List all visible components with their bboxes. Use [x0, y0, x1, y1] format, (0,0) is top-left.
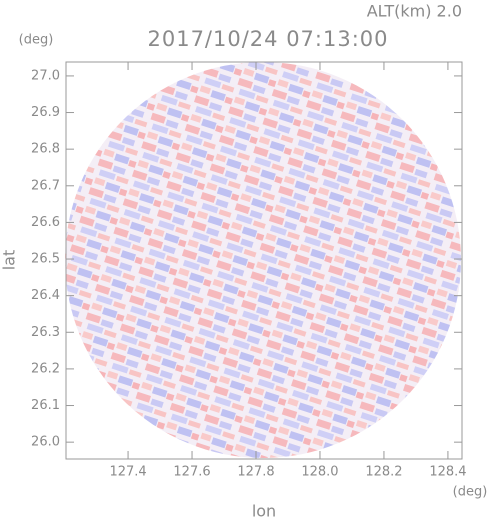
x-tick-label: 128.2	[365, 465, 402, 480]
y-tick-label: 26.2	[31, 361, 60, 376]
chart-title: 2017/10/24 07:13:00	[147, 27, 388, 51]
y-tick-label: 26.8	[31, 142, 60, 157]
y-tick-label: 26.5	[31, 252, 60, 267]
x-tick-label: 127.8	[237, 465, 274, 480]
radar-field	[65, 62, 461, 458]
y-tick-label: 26.1	[31, 398, 60, 413]
y-tick-label: 26.9	[31, 105, 60, 120]
y-tick-label: 26.3	[31, 325, 60, 340]
altitude-label: ALT(km) 2.0	[367, 2, 462, 21]
x-tick-label: 127.4	[109, 465, 146, 480]
y-axis-label: lat	[0, 250, 19, 271]
x-axis-label: lon	[252, 502, 276, 521]
x-unit: (deg)	[453, 485, 488, 500]
x-tick-label: 128.4	[429, 465, 466, 480]
y-tick-label: 26.0	[31, 435, 60, 450]
plot-frame	[65, 61, 463, 460]
y-tick-label: 26.6	[31, 215, 60, 230]
y-unit: (deg)	[19, 33, 54, 48]
y-tick-label: 26.4	[31, 288, 60, 303]
x-tick-label: 128.0	[301, 465, 338, 480]
x-tick-label: 127.6	[173, 465, 210, 480]
y-tick-label: 26.7	[31, 178, 60, 193]
y-tick-label: 27.0	[31, 68, 60, 83]
